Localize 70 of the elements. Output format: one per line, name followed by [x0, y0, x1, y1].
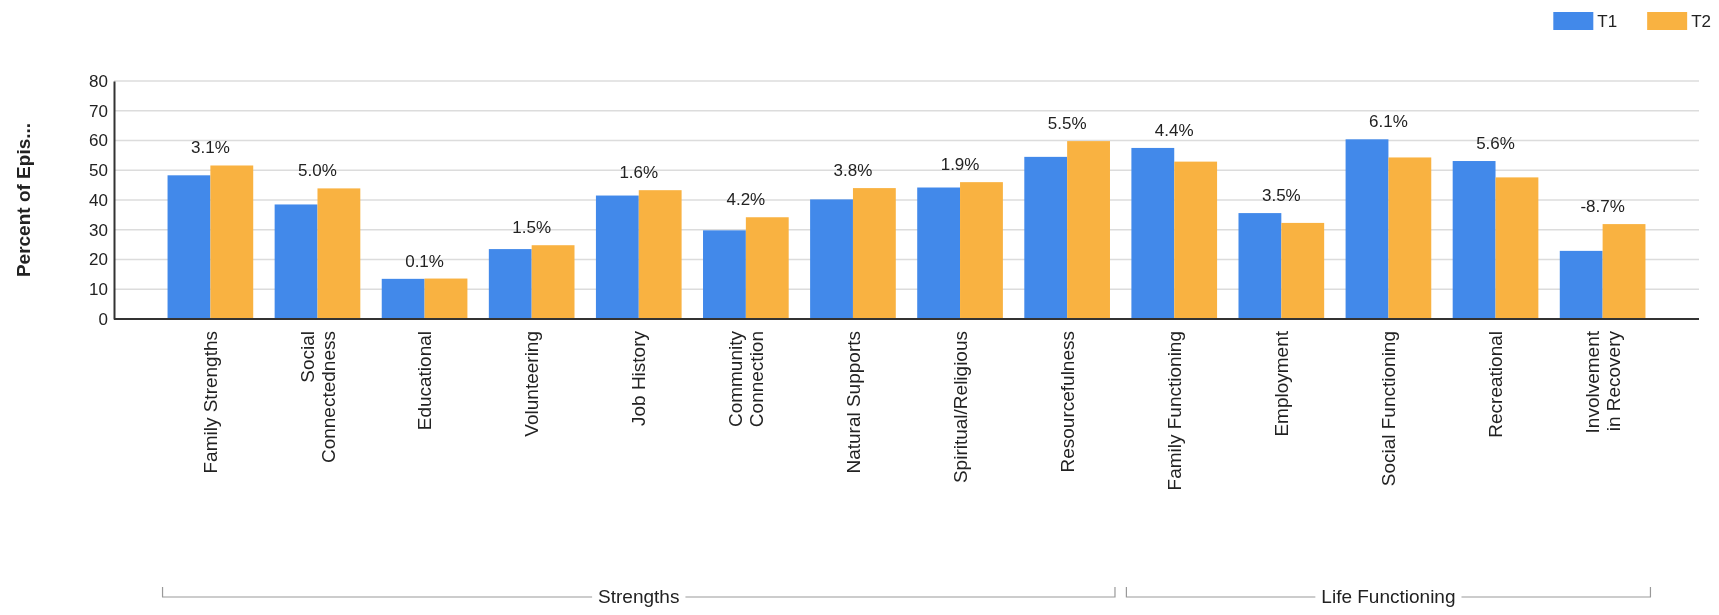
annotation: 1.5% [512, 218, 552, 238]
text: Life Functioning [1321, 586, 1456, 607]
annotation: 4.4% [1154, 120, 1194, 140]
annotation: 6.1% [1369, 112, 1408, 132]
bar [745, 217, 789, 319]
y-axis-title: Percent of Epis... [13, 122, 34, 278]
x-tick-label: Family Functioning [1163, 331, 1185, 491]
bar [1559, 250, 1603, 319]
legend-label: T2 [1691, 12, 1711, 31]
bar [852, 188, 896, 319]
bar [381, 278, 425, 319]
y-tick-label: 0 [98, 309, 108, 329]
y-tick-label: 40 [89, 190, 108, 210]
bar [210, 165, 254, 319]
bar [274, 204, 318, 319]
annotation: 3.8% [833, 161, 873, 181]
annotation: 3.5% [1261, 186, 1301, 206]
text: Strengths [598, 586, 680, 607]
x-tick-label: Involvement in Recovery [1581, 330, 1624, 434]
annotation: 5.0% [298, 161, 337, 181]
bar [1495, 177, 1539, 319]
bar [810, 199, 853, 319]
bar [1067, 141, 1110, 319]
annotation: 1.9% [940, 155, 980, 175]
x-tick-label: Natural Supports [842, 331, 864, 474]
x-tick-label: Volunteering [521, 331, 543, 437]
x-tick-label: Community Connection [725, 330, 767, 428]
annotation: 1.6% [619, 163, 659, 183]
legend-label: T1 [1597, 12, 1618, 31]
bar [917, 187, 961, 319]
bar [703, 230, 746, 319]
x-tick-label: Social Functioning [1378, 331, 1400, 487]
bar [1345, 139, 1389, 319]
bar [1238, 213, 1282, 319]
bar [1024, 156, 1068, 319]
bar [488, 249, 532, 319]
y-tick-label: 20 [89, 250, 108, 270]
x-tick-label: Employment [1270, 330, 1292, 437]
x-tick-label: Resourcefulness [1056, 331, 1078, 473]
annotation: 3.1% [191, 138, 230, 158]
annotation: 0.1% [405, 251, 444, 271]
y-tick-label: 60 [89, 131, 108, 151]
x-tick-label: Spiritual/Religious [949, 331, 971, 484]
y-tick-label: 70 [89, 101, 108, 121]
bar [638, 190, 682, 319]
annotation: -8.7% [1580, 197, 1625, 217]
annotation: 5.6% [1476, 134, 1515, 154]
bar [1452, 161, 1496, 319]
bar [1131, 147, 1175, 319]
bar [1174, 161, 1218, 319]
x-tick-label: Social Connectedness [296, 331, 339, 464]
bar [317, 188, 361, 319]
annotation: 5.5% [1047, 114, 1087, 134]
y-tick-label: 80 [89, 71, 108, 91]
x-tick-label: Recreational [1485, 331, 1507, 438]
x-tick-label: Family Strengths [200, 331, 222, 474]
bar [595, 195, 639, 319]
bar [167, 175, 211, 319]
y-tick-label: 30 [89, 220, 108, 240]
bar [424, 278, 468, 319]
bar [1602, 224, 1646, 319]
x-tick-label: Job History [628, 330, 650, 427]
y-tick-label: 10 [89, 280, 108, 300]
bar [1388, 157, 1432, 319]
x-tick-label: Educational [414, 331, 436, 431]
bar [960, 182, 1003, 319]
annotation: 4.2% [726, 190, 766, 210]
y-tick-label: 50 [89, 161, 108, 181]
bar [531, 245, 575, 319]
bar [1281, 222, 1325, 319]
